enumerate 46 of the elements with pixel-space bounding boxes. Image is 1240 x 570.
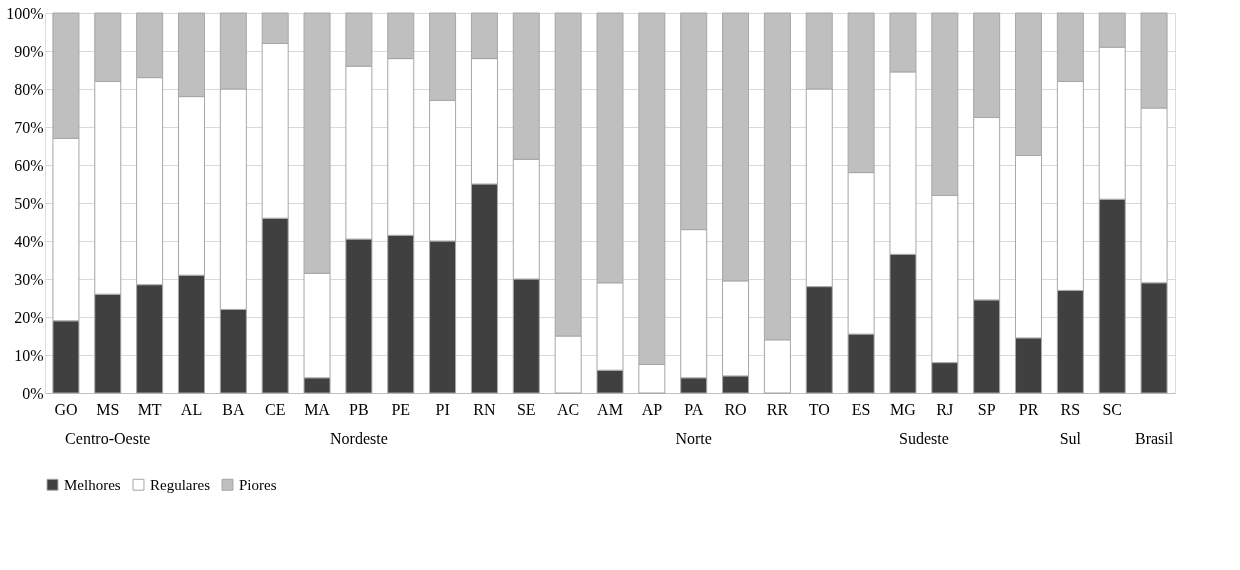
x-tick-label: RN — [473, 400, 496, 418]
x-tick-label: ES — [851, 400, 871, 418]
y-tick-label: 30% — [14, 270, 44, 288]
legend-label: Regulares — [150, 476, 211, 493]
x-tick-label: GO — [54, 400, 78, 418]
text: Brasil — [1134, 430, 1174, 447]
y-tick-label: 0% — [22, 384, 44, 402]
y-tick-label: 80% — [14, 80, 44, 98]
x-tick-label: AM — [597, 400, 623, 418]
x-tick-label: SC — [1102, 400, 1123, 418]
x-tick-label: RO — [724, 400, 747, 418]
x-tick-label: PE — [391, 400, 411, 418]
y-tick-label: 50% — [14, 194, 44, 212]
legend-label: Melhores — [64, 476, 121, 493]
text: Sul — [1059, 430, 1082, 447]
x-tick-label: RS — [1060, 400, 1081, 418]
y-tick-label: 90% — [14, 42, 44, 60]
legend-label: Piores — [239, 476, 277, 493]
x-tick-label: AP — [641, 400, 663, 418]
x-tick-label: AL — [180, 400, 203, 418]
x-tick-label: CE — [264, 400, 286, 418]
text: Norte — [675, 430, 712, 447]
x-tick-label: AC — [557, 400, 580, 418]
text: Centro-Oeste — [65, 430, 151, 447]
text: Nordeste — [330, 430, 388, 447]
x-tick-label: PA — [684, 400, 704, 418]
x-tick-label: MS — [96, 400, 120, 418]
x-tick-label: RR — [766, 400, 789, 418]
x-tick-label: MG — [890, 400, 917, 418]
y-tick-label: 40% — [14, 232, 44, 250]
text: Sudeste — [899, 430, 949, 447]
y-tick-label: 10% — [14, 346, 44, 364]
y-tick-label: 20% — [14, 308, 44, 326]
x-tick-label: PI — [435, 400, 450, 418]
x-tick-label: MA — [304, 400, 331, 418]
x-tick-label: SE — [516, 400, 536, 418]
x-tick-label: RJ — [936, 400, 954, 418]
x-tick-label: BA — [222, 400, 245, 418]
y-tick-label: 70% — [14, 118, 44, 136]
x-tick-label: TO — [808, 400, 830, 418]
x-tick-label: SP — [977, 400, 996, 418]
x-tick-label: PB — [349, 400, 369, 418]
x-tick-label: MT — [137, 400, 162, 418]
y-tick-label: 60% — [14, 156, 44, 174]
x-tick-label: PR — [1018, 400, 1039, 418]
y-tick-label: 100% — [6, 4, 44, 22]
